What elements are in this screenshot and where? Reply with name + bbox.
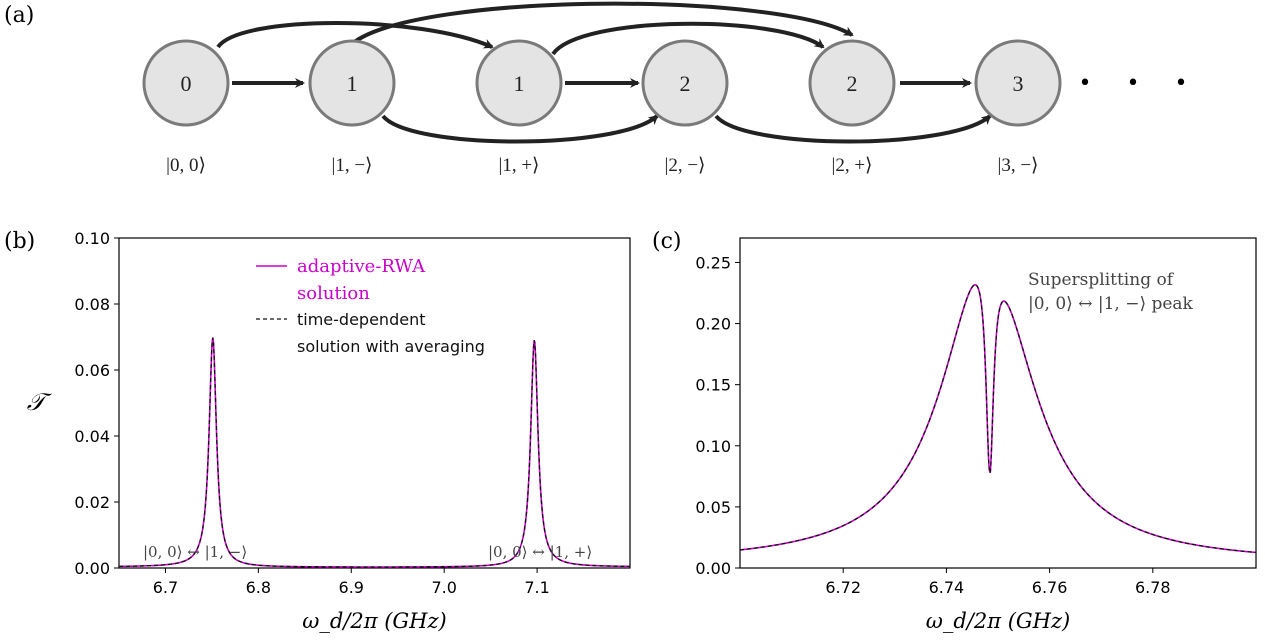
- panel-c: (c) 6.72 6.74 6.76 6.78 0.00 0.05 0.10 0.15 0.20…: [652, 229, 1257, 633]
- annotation-supersplitting-line2: |0, 0⟩ ↔ |1, −⟩ peak: [1028, 294, 1194, 314]
- y-tick-label: 0.00: [74, 559, 110, 578]
- node-label-3: 2: [680, 71, 691, 96]
- x-tick-label: 6.7: [153, 578, 178, 597]
- node-4: [808, 39, 896, 127]
- state-label-5: |3, −⟩: [998, 155, 1039, 176]
- legend: adaptive-RWA solution time-dependent soluti…: [256, 256, 485, 356]
- axes-frame: [118, 237, 631, 569]
- annotation-peak-1minus: |0, 0⟩ ↔ |1, −⟩: [143, 543, 247, 561]
- x-tick-label: 6.76: [1032, 578, 1068, 597]
- node-2: [475, 39, 563, 127]
- y-tick-label: 0.06: [74, 361, 110, 380]
- y-tick-label: 0.10: [74, 229, 110, 248]
- arrow-1minus-to-2minus: [381, 114, 659, 144]
- axes-frame: [739, 237, 1257, 569]
- arrow-1plus-to-2plus: [551, 21, 825, 56]
- state-label-0: |0, 0⟩: [166, 155, 206, 176]
- x-tick-label: 7.0: [431, 578, 456, 597]
- y-tick-label: 0.05: [695, 498, 731, 517]
- series-adaptive-rwa-zoom: [739, 283, 1257, 554]
- ellipsis: • • •: [1079, 71, 1202, 96]
- y-tick-label: 0.00: [695, 559, 731, 578]
- legend-label-timedep: solution with averaging: [297, 337, 485, 356]
- y-tick-label: 0.04: [74, 427, 110, 446]
- node-label-4: 2: [847, 71, 858, 96]
- series-adaptive-rwa: [118, 337, 631, 568]
- x-tick-label: 7.1: [524, 578, 549, 597]
- panel-label-b: (b): [4, 229, 35, 254]
- state-label-1: |1, −⟩: [332, 155, 373, 176]
- node-label-0: 0: [181, 71, 192, 96]
- y-tick-label: 0.10: [695, 437, 731, 456]
- panel-b: (b) 6.7 6.8 6.9 7.0 7.1 0.00 0.02 0.04 0.06 0.08 0…: [4, 229, 631, 633]
- state-label-2: |1, +⟩: [499, 155, 540, 176]
- y-tick-label: 0.02: [74, 493, 110, 512]
- node-1: [308, 39, 396, 127]
- y-tick-label: 0.25: [695, 253, 731, 272]
- y-tick-label: 0.15: [695, 376, 731, 395]
- panel-a: (a) 0 |0, 0⟩ 1 |1, −⟩ 1 |1, +⟩ 2 |2, −⟩ 2 |2, +⟩ 3…: [4, 1, 1202, 176]
- series-time-dependent-zoom: [739, 284, 1257, 554]
- annotation-peak-1plus: |0, 0⟩ ↔ |1, +⟩: [488, 543, 592, 561]
- panel-label-c: (c): [652, 229, 682, 254]
- series-time-dependent: [118, 337, 631, 568]
- x-tick-label: 6.8: [246, 578, 271, 597]
- x-axis-label: ω_d/2π (GHz): [926, 609, 1071, 633]
- node-5: [974, 39, 1062, 127]
- node-0: [142, 39, 230, 127]
- x-tick-label: 6.9: [339, 578, 364, 597]
- node-label-1: 1: [347, 71, 358, 96]
- arrow-0-to-1plus: [216, 21, 494, 49]
- legend-label-adaptive: solution: [297, 283, 370, 304]
- arrow-2minus-to-3minus: [714, 114, 992, 144]
- arrow-1minus-to-2plus: [351, 1, 854, 45]
- x-tick-label: 6.74: [929, 578, 965, 597]
- y-tick-label: 0.20: [695, 315, 731, 334]
- panel-label-a: (a): [4, 3, 34, 28]
- state-label-4: |2, +⟩: [832, 155, 873, 176]
- x-axis-label: ω_d/2π (GHz): [302, 609, 447, 633]
- x-tick-label: 6.78: [1135, 578, 1171, 597]
- annotation-supersplitting-line1: Supersplitting of: [1028, 270, 1175, 290]
- state-label-3: |2, −⟩: [665, 155, 706, 176]
- x-tick-label: 6.72: [825, 578, 861, 597]
- node-label-2: 1: [514, 71, 525, 96]
- y-tick-label: 0.08: [74, 295, 110, 314]
- node-3: [641, 39, 729, 127]
- legend-label-adaptive: adaptive-RWA: [297, 256, 426, 277]
- legend-label-timedep: time-dependent: [297, 310, 425, 329]
- node-label-5: 3: [1013, 71, 1024, 96]
- y-axis-label: 𝒯: [27, 388, 53, 416]
